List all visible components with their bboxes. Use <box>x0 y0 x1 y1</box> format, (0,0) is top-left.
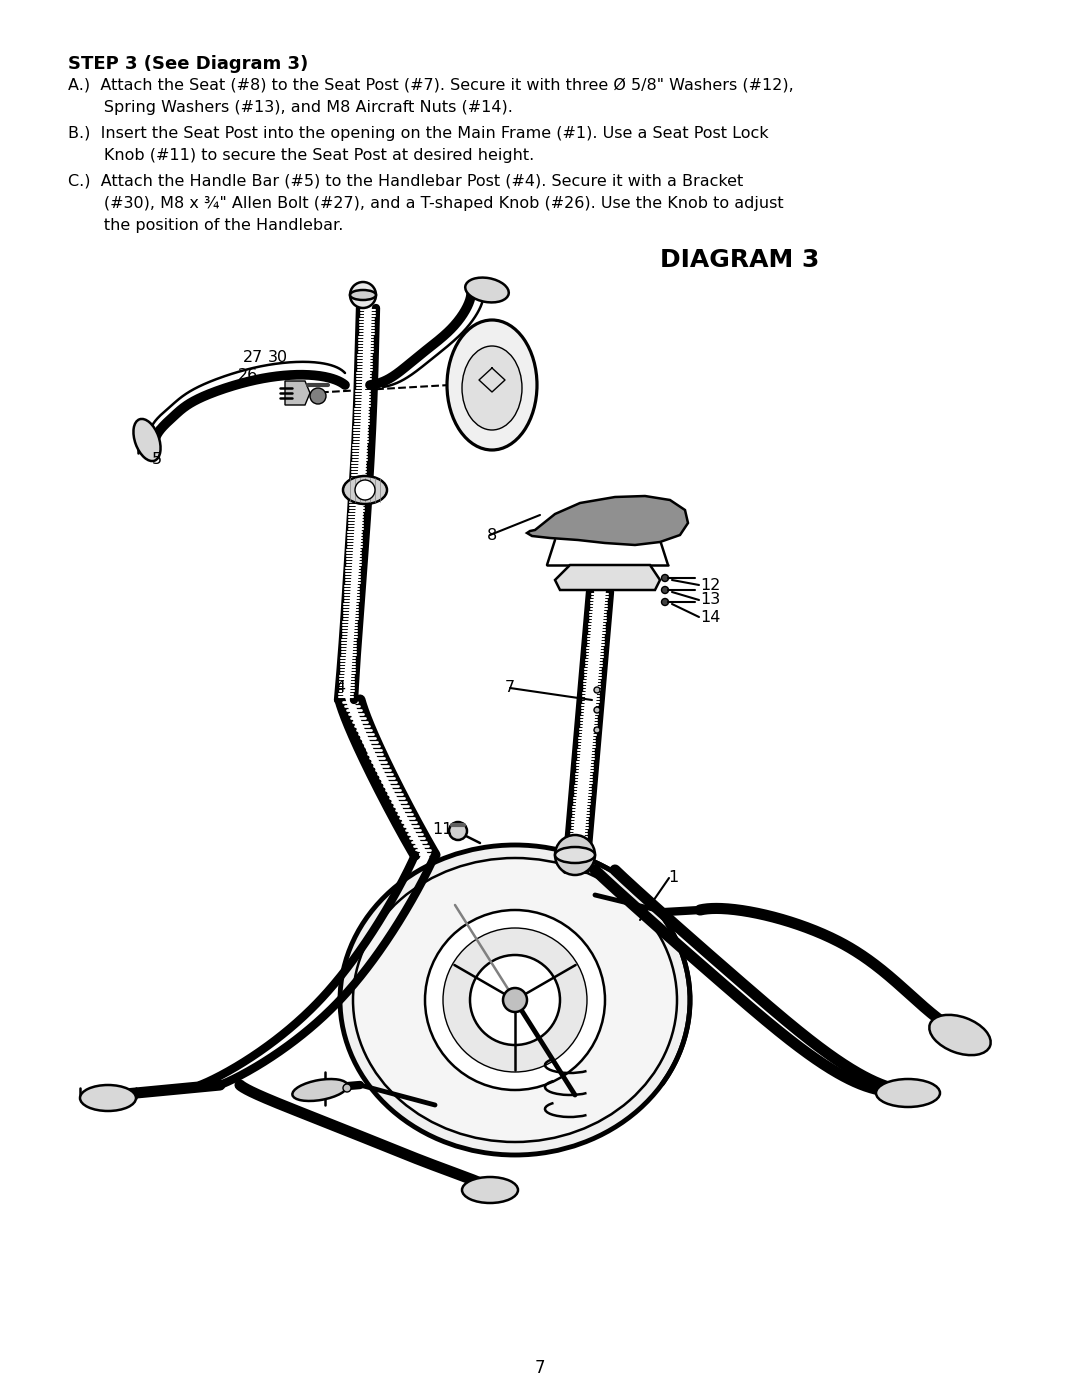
Text: A.)  Attach the Seat (#8) to the Seat Post (#7). Secure it with three Ø 5/8" Was: A.) Attach the Seat (#8) to the Seat Pos… <box>68 78 794 94</box>
Ellipse shape <box>343 476 387 504</box>
Text: 12: 12 <box>700 577 720 592</box>
Text: 1: 1 <box>669 870 678 886</box>
Circle shape <box>594 707 600 712</box>
Ellipse shape <box>876 1078 940 1106</box>
Polygon shape <box>285 381 310 405</box>
Text: 11: 11 <box>432 821 453 837</box>
Text: B.)  Insert the Seat Post into the opening on the Main Frame (#1). Use a Seat Po: B.) Insert the Seat Post into the openin… <box>68 126 769 141</box>
Ellipse shape <box>340 845 690 1155</box>
Ellipse shape <box>350 291 376 300</box>
Circle shape <box>503 988 527 1011</box>
Ellipse shape <box>80 1085 136 1111</box>
Text: the position of the Handlebar.: the position of the Handlebar. <box>68 218 343 233</box>
Circle shape <box>426 909 605 1090</box>
Ellipse shape <box>462 1178 518 1203</box>
Ellipse shape <box>353 858 677 1141</box>
Ellipse shape <box>134 419 161 461</box>
Ellipse shape <box>555 847 595 863</box>
Circle shape <box>350 282 376 307</box>
Text: 13: 13 <box>700 592 720 608</box>
Circle shape <box>470 956 561 1045</box>
Polygon shape <box>527 496 688 545</box>
Text: Spring Washers (#13), and M8 Aircraft Nuts (#14).: Spring Washers (#13), and M8 Aircraft Nu… <box>68 101 513 115</box>
Circle shape <box>343 1084 351 1092</box>
Text: STEP 3 (See Diagram 3): STEP 3 (See Diagram 3) <box>68 54 308 73</box>
Circle shape <box>355 481 375 500</box>
Ellipse shape <box>929 1014 990 1055</box>
Circle shape <box>661 598 669 605</box>
Text: 14: 14 <box>700 609 720 624</box>
Text: Knob (#11) to secure the Seat Post at desired height.: Knob (#11) to secure the Seat Post at de… <box>68 148 535 163</box>
Text: 27: 27 <box>243 351 264 365</box>
Ellipse shape <box>462 346 522 430</box>
Text: 5: 5 <box>152 453 162 467</box>
Text: 26: 26 <box>238 367 258 383</box>
Circle shape <box>594 687 600 693</box>
Text: 7: 7 <box>535 1359 545 1377</box>
Circle shape <box>555 835 595 875</box>
Text: (#30), M8 x ¾" Allen Bolt (#27), and a T-shaped Knob (#26). Use the Knob to adju: (#30), M8 x ¾" Allen Bolt (#27), and a T… <box>68 196 784 211</box>
Circle shape <box>594 726 600 733</box>
Circle shape <box>661 574 669 581</box>
Text: DIAGRAM 3: DIAGRAM 3 <box>660 249 820 272</box>
Text: 8: 8 <box>487 528 497 543</box>
Circle shape <box>443 928 588 1071</box>
Text: 30: 30 <box>268 351 288 365</box>
Ellipse shape <box>293 1078 348 1101</box>
Circle shape <box>310 388 326 404</box>
Ellipse shape <box>465 278 509 302</box>
Text: C.)  Attach the Handle Bar (#5) to the Handlebar Post (#4). Secure it with a Bra: C.) Attach the Handle Bar (#5) to the Ha… <box>68 175 743 189</box>
Circle shape <box>449 821 467 840</box>
Polygon shape <box>555 564 660 590</box>
Text: 7: 7 <box>505 680 515 694</box>
Circle shape <box>661 587 669 594</box>
Ellipse shape <box>447 320 537 450</box>
Text: 4: 4 <box>335 680 346 694</box>
